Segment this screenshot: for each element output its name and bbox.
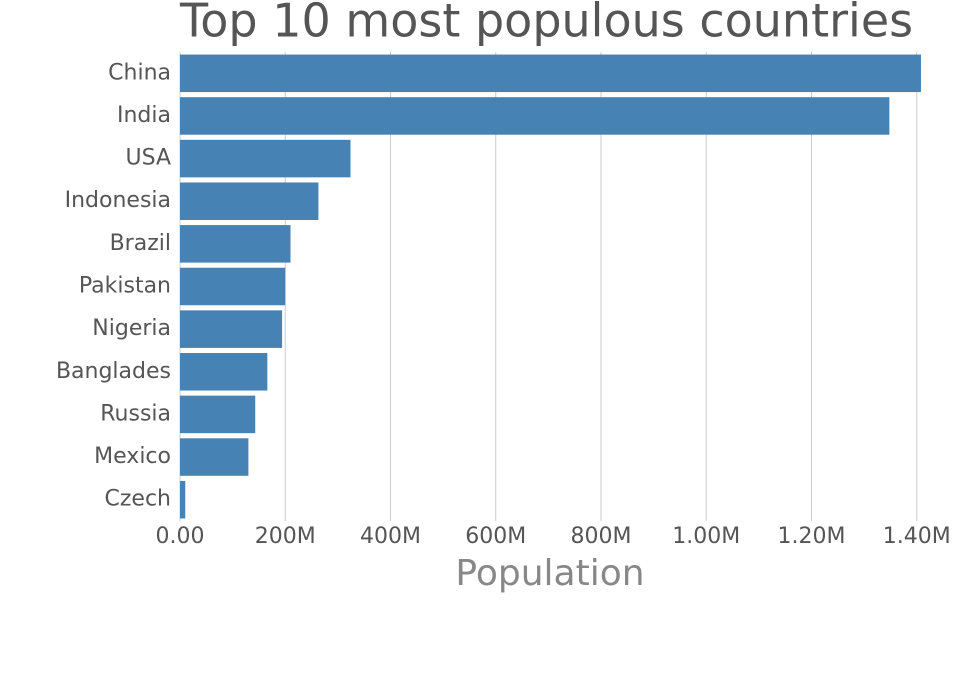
y-tick-label: Brazil — [110, 231, 171, 256]
y-tick-label: Czech — [105, 487, 171, 512]
y-tick-label: Banglades — [56, 359, 171, 384]
x-tick-label: 1.40M — [883, 524, 951, 549]
y-tick-label: India — [117, 103, 171, 128]
x-tick-label: 400M — [360, 524, 421, 549]
y-tick-label: USA — [125, 146, 171, 171]
bar — [180, 182, 319, 220]
y-tick-label: China — [108, 60, 171, 85]
bar — [180, 353, 268, 391]
bar — [180, 54, 921, 93]
y-tick-label: Indonesia — [65, 188, 171, 213]
bar — [180, 395, 256, 434]
x-tick-label: 1.20M — [778, 524, 846, 549]
y-tick-label: Pakistan — [79, 274, 171, 299]
y-tick-label: Nigeria — [92, 316, 171, 341]
bar — [180, 480, 186, 519]
x-tick-label: 800M — [571, 524, 632, 549]
bar — [180, 225, 291, 263]
y-tick-label: Mexico — [94, 444, 171, 469]
x-tick-label: 200M — [255, 524, 316, 549]
x-axis-title: Population — [455, 553, 644, 594]
bar — [180, 267, 286, 306]
bar — [180, 97, 890, 135]
x-tick-label: 600M — [465, 524, 526, 549]
bar — [180, 139, 351, 178]
x-tick-label: 1.00M — [672, 524, 740, 549]
chart-title: Top 10 most populous countries — [179, 0, 913, 48]
y-tick-label: Russia — [100, 401, 171, 426]
bar — [180, 438, 249, 476]
bar — [180, 310, 283, 348]
x-tick-label: 0.00 — [156, 524, 205, 549]
